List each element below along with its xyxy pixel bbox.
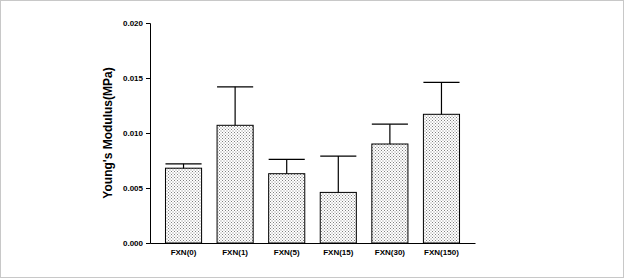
- frame: [1, 1, 624, 278]
- y-tick: 0.010: [123, 129, 150, 138]
- error-cap: [217, 86, 253, 87]
- y-axis: 0.000 0.005 0.010 0.015 0.020: [123, 19, 151, 248]
- y-axis-title: Young's Modulus(MPa): [101, 67, 115, 198]
- error-cap: [269, 159, 305, 160]
- x-axis-line: [151, 243, 476, 244]
- x-tick: FXN(30): [375, 243, 406, 257]
- y-tick: 0.020: [123, 19, 150, 28]
- x-tick: FXN(1): [222, 243, 248, 257]
- bar: [423, 114, 459, 243]
- y-axis-line: [146, 24, 151, 244]
- error-stem: [441, 82, 442, 114]
- bar: [269, 174, 305, 243]
- y-tick-label: 0.000: [123, 239, 144, 248]
- error-cap: [165, 163, 201, 164]
- error-bar: [165, 164, 201, 168]
- y-tick: 0.015: [123, 74, 150, 83]
- error-stem: [183, 164, 184, 168]
- error-bar: [269, 159, 305, 173]
- bar: [372, 144, 408, 243]
- x-tick-label: FXN(5): [274, 248, 300, 257]
- x-tick-label: FXN(150): [424, 248, 459, 257]
- x-axis: FXN(0) FXN(1) FXN(5) FXN(15) FXN(30) FXN(150): [151, 243, 476, 257]
- error-bar: [372, 124, 408, 144]
- y-tick: 0.000: [123, 239, 150, 248]
- bar: [217, 125, 253, 243]
- error-cap: [320, 156, 356, 157]
- y-tick-label: 0.015: [123, 74, 144, 83]
- error-cap: [372, 124, 408, 125]
- error-stem: [389, 124, 390, 144]
- bar: [320, 192, 356, 243]
- x-tick-label: FXN(0): [171, 248, 197, 257]
- x-tick-label: FXN(30): [375, 248, 406, 257]
- y-tick-mark: [146, 243, 150, 244]
- y-tick-label: 0.020: [123, 19, 144, 28]
- error-bar: [423, 82, 459, 114]
- x-tick: FXN(5): [274, 243, 300, 257]
- error-bar: [217, 87, 253, 126]
- bar: [165, 168, 201, 243]
- x-tick-label: FXN(15): [323, 248, 354, 257]
- bars: [165, 82, 459, 243]
- error-stem: [235, 87, 236, 126]
- x-tick-label: FXN(1): [222, 248, 248, 257]
- y-tick-mark: [146, 78, 150, 79]
- y-tick: 0.005: [123, 184, 150, 193]
- x-tick: FXN(150): [424, 243, 459, 257]
- chart: 0.0000.0050.0100.0150.020FXN(0)FXN(1)FXN…: [0, 0, 624, 278]
- y-tick-mark: [146, 133, 150, 134]
- error-bar: [320, 156, 356, 192]
- y-tick-mark: [146, 188, 150, 189]
- y-tick-mark: [146, 23, 150, 24]
- error-cap: [423, 82, 459, 83]
- y-tick-label: 0.005: [123, 184, 144, 193]
- x-tick: FXN(15): [323, 243, 354, 257]
- y-tick-label: 0.010: [123, 129, 144, 138]
- error-stem: [338, 156, 339, 192]
- x-tick: FXN(0): [171, 243, 197, 257]
- error-stem: [286, 159, 287, 173]
